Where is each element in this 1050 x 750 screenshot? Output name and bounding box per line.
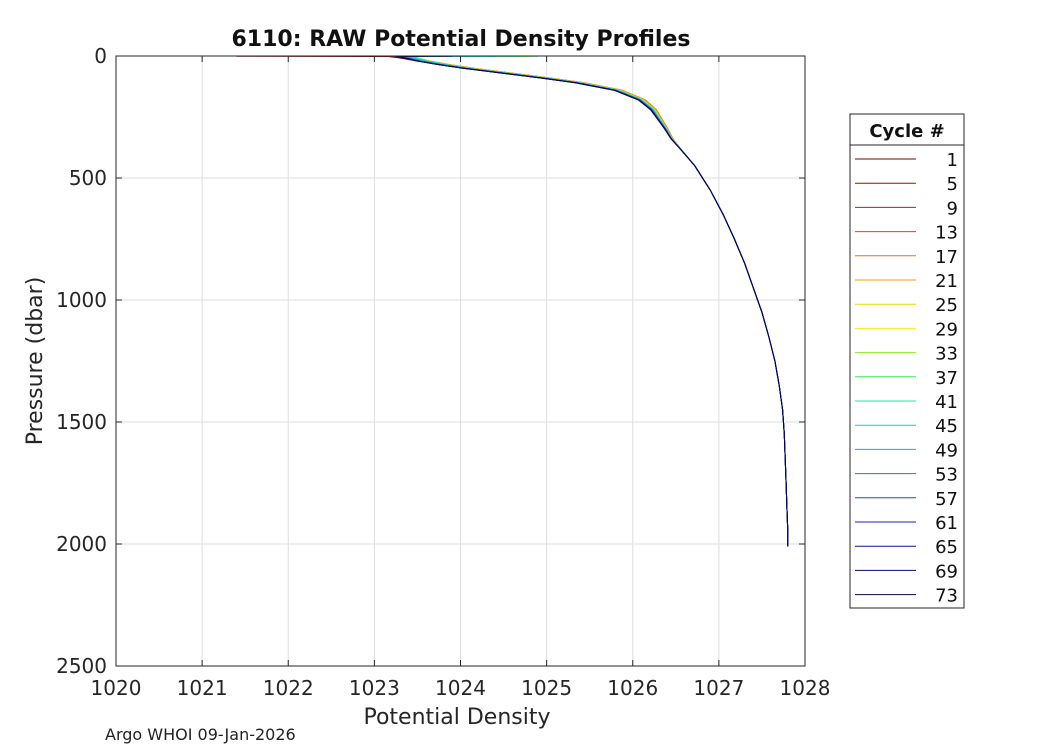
legend-label: 21 (935, 271, 958, 292)
legend-label: 73 (935, 586, 958, 607)
y-tick-label: 0 (94, 44, 107, 68)
legend-entries: 1 5 9 13 17 21 25 29 33 37 41 45 49 53 57 61 65 69 73 (855, 150, 958, 607)
x-tick-label: 1025 (521, 676, 572, 700)
x-tick-label: 1026 (607, 676, 658, 700)
x-tick-label: 1023 (349, 676, 400, 700)
x-tick-label: 1027 (693, 676, 744, 700)
legend-label: 53 (935, 465, 958, 486)
legend-label: 25 (935, 295, 958, 316)
legend-label: 49 (935, 440, 958, 461)
legend-box (849, 113, 965, 609)
legend-label: 9 (947, 198, 958, 219)
footer-credit: Argo WHOI 09-Jan-2026 (105, 725, 296, 744)
grid (115, 55, 806, 667)
legend-label: 17 (935, 247, 958, 268)
axis-ticks: 1020 1021 1022 1023 1024 1025 1026 1027 1028 0 500… (56, 44, 830, 700)
legend-label: 5 (947, 174, 958, 195)
x-tick-label: 1020 (91, 676, 142, 700)
legend-label: 37 (935, 368, 958, 389)
y-tick-label: 2000 (56, 532, 107, 556)
y-tick-label: 500 (69, 166, 107, 190)
legend-label: 65 (935, 537, 958, 558)
legend-title: Cycle # (869, 121, 944, 142)
legend-label: 13 (935, 223, 958, 244)
legend-label: 57 (935, 489, 958, 510)
legend-label: 1 (947, 150, 958, 171)
chart-title: 6110: RAW Potential Density Profiles (232, 27, 691, 52)
legend-label: 41 (935, 392, 958, 413)
legend-label: 29 (935, 319, 958, 340)
y-tick-label: 1500 (56, 410, 107, 434)
legend-label: 69 (935, 561, 958, 582)
y-axis-label: Pressure (dbar) (23, 277, 48, 446)
legend-label: 45 (935, 416, 958, 437)
y-tick-label: 1000 (56, 288, 107, 312)
x-tick-label: 1028 (780, 676, 831, 700)
x-tick-label: 1022 (263, 676, 314, 700)
legend-label: 61 (935, 513, 958, 534)
legend: Cycle # 1 5 9 13 17 21 25 29 33 37 41 45 49 53 57 61 65 6… (849, 113, 965, 609)
profile-line-cycle-73 (397, 55, 789, 547)
x-tick-label: 1021 (177, 676, 228, 700)
x-axis-label: Potential Density (363, 705, 550, 730)
legend-label: 33 (935, 344, 958, 365)
x-tick-label: 1024 (435, 676, 486, 700)
y-tick-label: 2500 (56, 654, 107, 678)
profile-lines (236, 55, 789, 547)
